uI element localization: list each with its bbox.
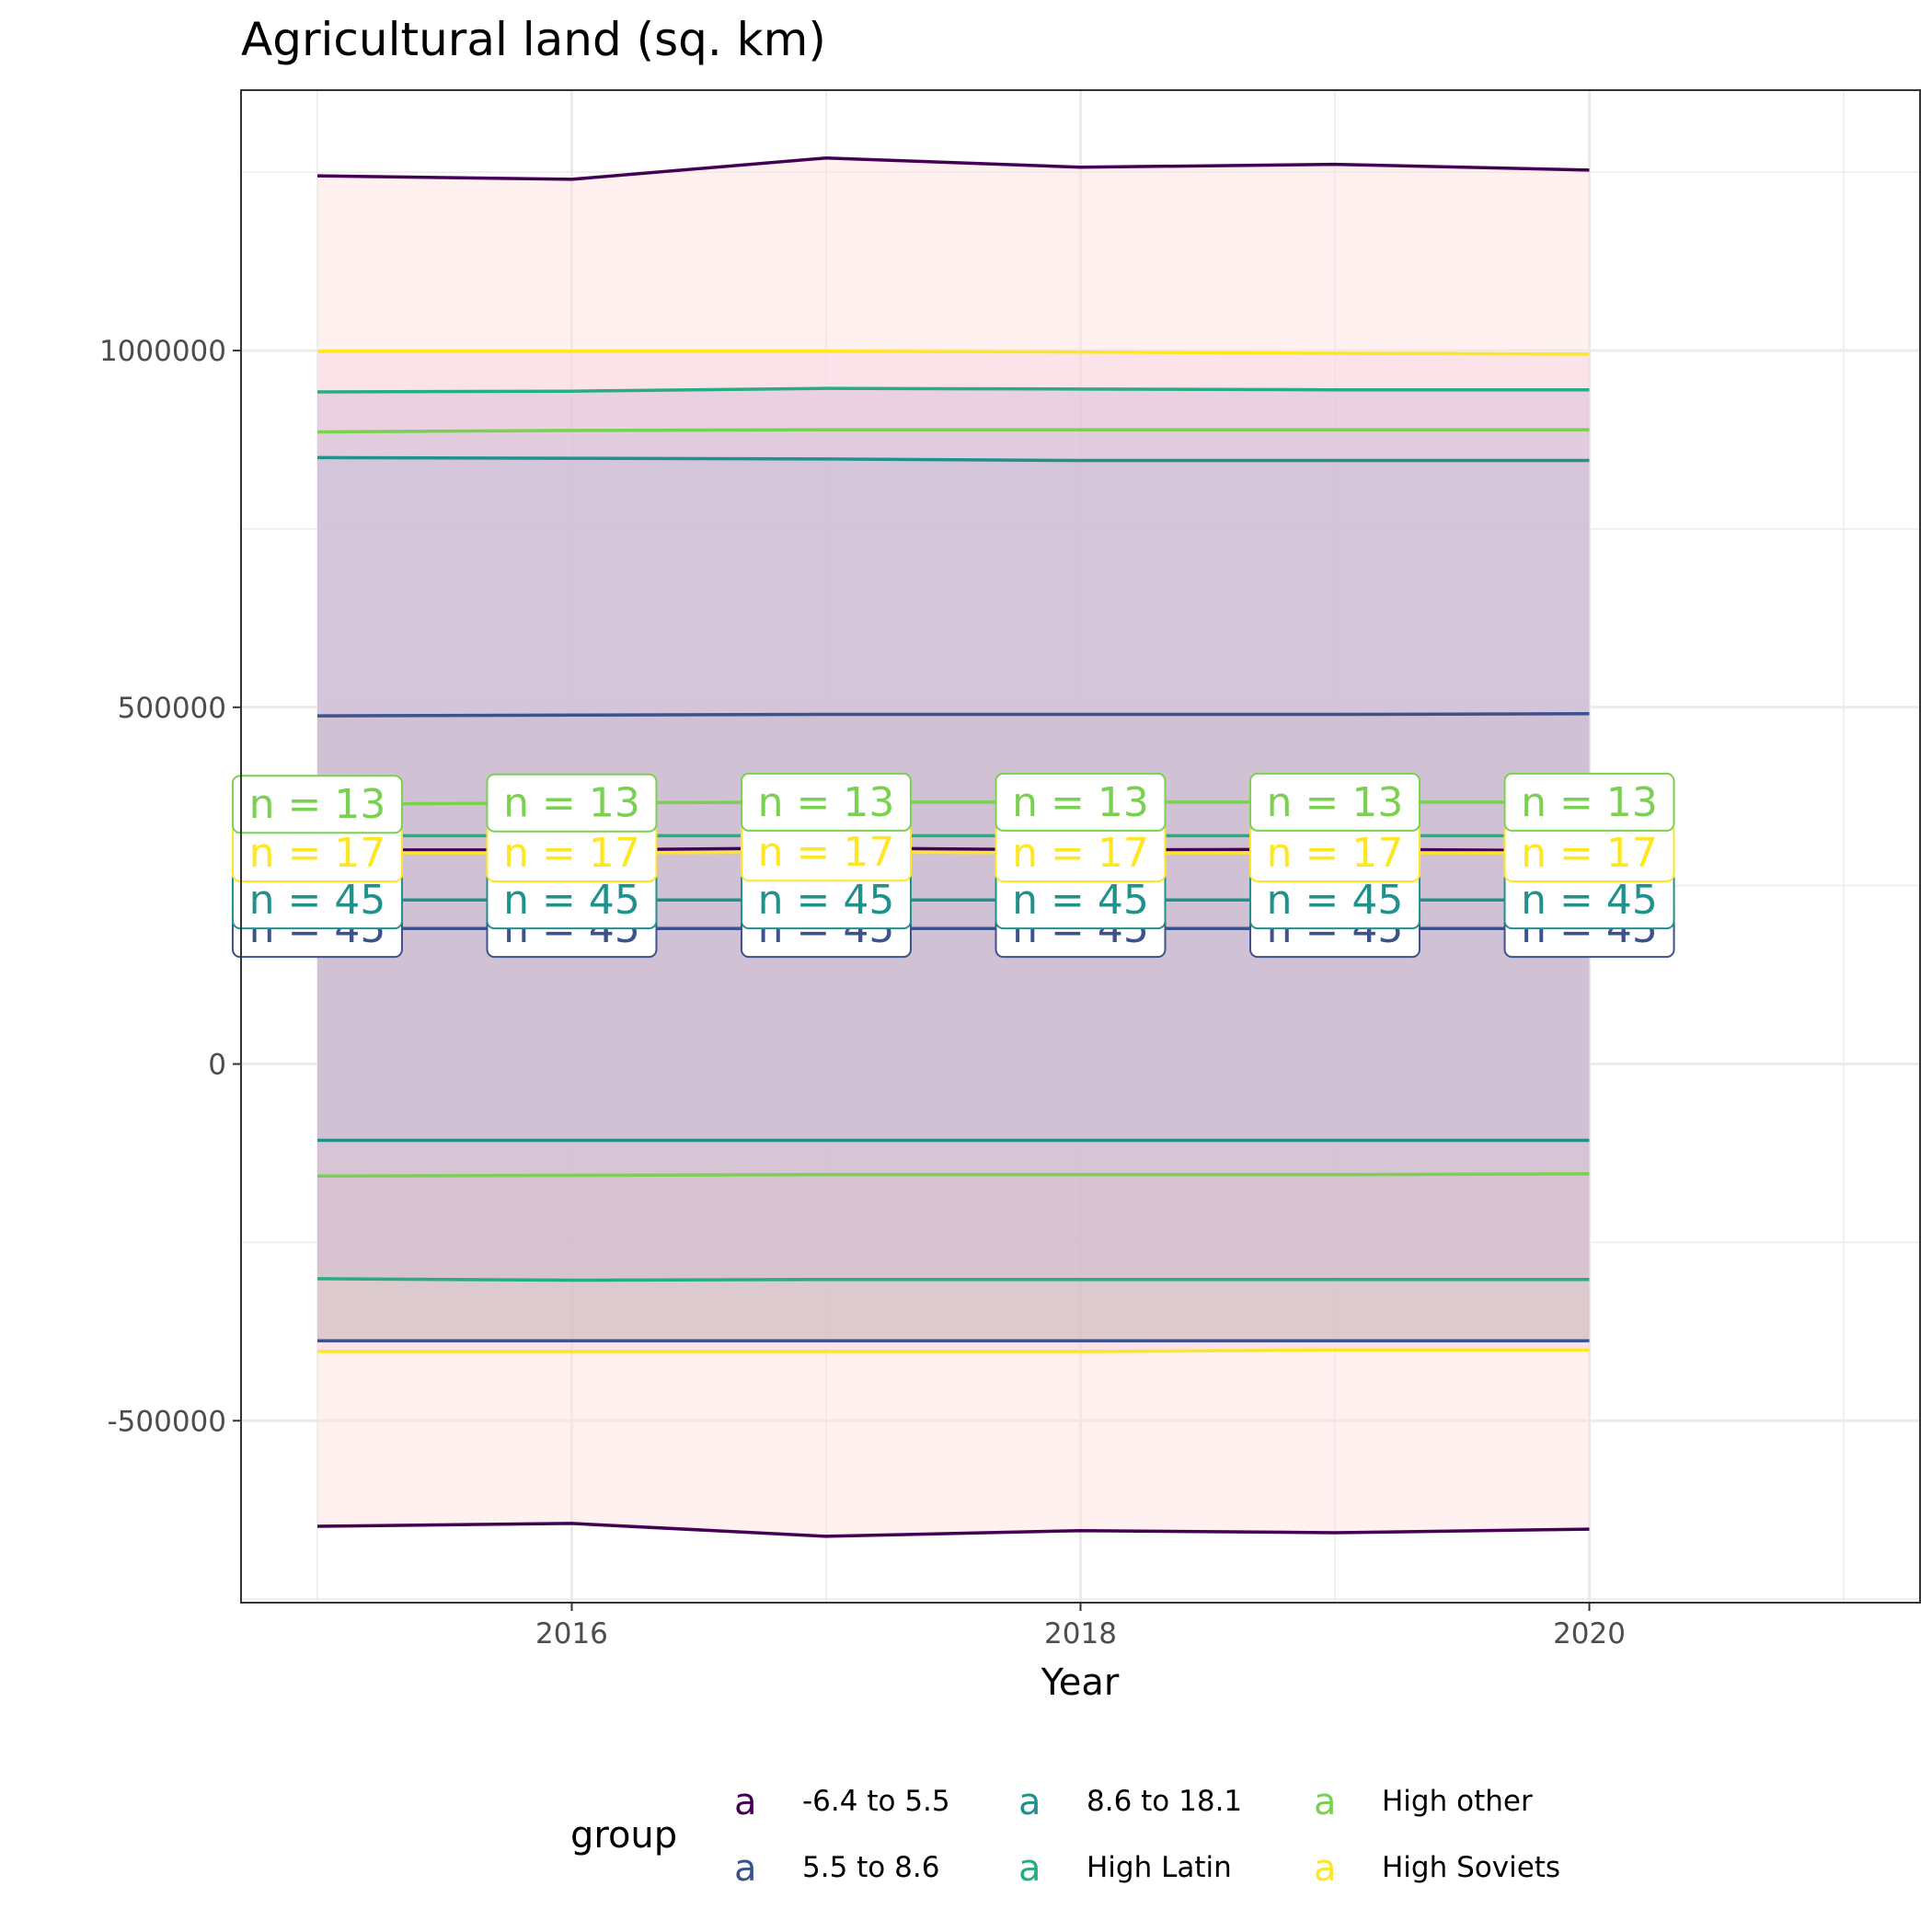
n-label-text: n = 45 <box>1521 877 1658 924</box>
n-label-4-0: n = 13 <box>231 775 403 834</box>
n-label-box <box>1503 772 1675 832</box>
n-label-2-4: n = 45 <box>1249 870 1421 930</box>
n-label-text: n = 17 <box>503 830 640 877</box>
y-tick-label-2: 500000 <box>118 692 226 725</box>
n-label-text: n = 45 <box>503 877 640 924</box>
band-2 <box>317 457 1590 1141</box>
n-label-5-1: n = 17 <box>486 822 658 882</box>
lower-line-5 <box>317 1348 1590 1353</box>
n-label-4-1: n = 13 <box>486 773 658 833</box>
n-label-5-5: n = 17 <box>1503 822 1675 882</box>
n-label-text: n = 13 <box>1267 779 1404 826</box>
n-label-box <box>231 775 403 834</box>
legend: group a -6.4 to 5.5 a 5.5 to 8.6 a 8.6 to 18.… <box>570 1781 1560 1890</box>
legend-key-0: a <box>734 1781 757 1823</box>
n-label-4-5: n = 13 <box>1503 772 1675 832</box>
n-label-text: n = 45 <box>249 877 386 924</box>
legend-title: group <box>570 1814 677 1857</box>
lower-line-4 <box>316 1172 1590 1179</box>
legend-key-2: a <box>1018 1781 1041 1823</box>
upper-line-1 <box>316 712 1590 718</box>
x-axis: 2016 2018 2020 <box>535 1603 1626 1650</box>
y-tick-label-3: 1000000 <box>99 335 226 368</box>
n-label-4-4: n = 13 <box>1249 772 1421 832</box>
n-label-text: n = 13 <box>503 780 640 827</box>
n-label-2-3: n = 45 <box>995 870 1167 930</box>
y-axis: -500000 0 500000 1000000 <box>99 335 241 1438</box>
n-label-5-3: n = 17 <box>995 822 1167 882</box>
n-label-text: n = 17 <box>758 829 895 876</box>
legend-label-3: High Latin <box>1087 1851 1232 1884</box>
n-label-text: n = 45 <box>1267 877 1404 924</box>
legend-key-5: a <box>1314 1847 1337 1890</box>
n-label-text: n = 45 <box>758 877 895 924</box>
upper-line-3 <box>316 386 1590 394</box>
n-label-text: n = 17 <box>1521 830 1658 877</box>
x-tick-label-0: 2016 <box>535 1617 608 1650</box>
legend-key-4: a <box>1314 1781 1337 1823</box>
n-label-text: n = 17 <box>249 830 386 877</box>
x-tick-label-1: 2018 <box>1044 1617 1117 1650</box>
n-label-2-1: n = 45 <box>486 870 658 930</box>
n-label-text: n = 45 <box>1012 877 1149 924</box>
n-label-4-2: n = 13 <box>740 772 912 832</box>
upper-line-4 <box>316 428 1590 434</box>
n-label-text: n = 17 <box>1267 830 1404 877</box>
n-label-text: n = 17 <box>1012 830 1149 877</box>
n-label-box <box>486 773 658 833</box>
upper-line-5 <box>317 350 1590 356</box>
lower-line-3 <box>316 1277 1590 1282</box>
n-label-2-0: n = 45 <box>231 870 403 930</box>
chart-title: Agricultural land (sq. km) <box>241 13 826 66</box>
band-0 <box>317 157 1590 1536</box>
n-label-box <box>740 772 912 832</box>
n-label-5-0: n = 17 <box>231 822 403 882</box>
n-label-box <box>1249 772 1421 832</box>
upper-line-2 <box>316 455 1590 463</box>
n-label-2-5: n = 45 <box>1503 870 1675 930</box>
legend-label-4: High other <box>1382 1785 1533 1818</box>
n-label-text: n = 13 <box>1012 779 1149 826</box>
n-label-2-2: n = 45 <box>740 870 912 930</box>
n-label-text: n = 13 <box>758 779 895 826</box>
y-tick-label-1: 0 <box>208 1049 226 1082</box>
n-label-4-3: n = 13 <box>995 772 1167 832</box>
legend-label-0: -6.4 to 5.5 <box>802 1785 950 1818</box>
legend-label-2: 8.6 to 18.1 <box>1087 1785 1242 1818</box>
n-label-box <box>995 772 1167 832</box>
upper-line-0 <box>316 155 1590 181</box>
legend-key-1: a <box>734 1847 757 1890</box>
x-axis-title: Year <box>1041 1662 1120 1704</box>
x-tick-label-2: 2020 <box>1553 1617 1626 1650</box>
lower-line-0 <box>316 1522 1590 1538</box>
y-tick-label-0: -500000 <box>107 1405 226 1438</box>
n-label-text: n = 13 <box>1521 779 1658 826</box>
n-label-text: n = 13 <box>249 781 386 828</box>
legend-label-1: 5.5 to 8.6 <box>802 1851 939 1884</box>
legend-label-5: High Soviets <box>1382 1851 1560 1884</box>
n-label-5-4: n = 17 <box>1249 822 1421 882</box>
n-labels: n = 45 n = 45 n = 45 n = 45 n = 45 n = 45n = … <box>231 772 1675 959</box>
n-label-5-2: n = 17 <box>740 822 912 882</box>
legend-key-3: a <box>1018 1847 1041 1890</box>
